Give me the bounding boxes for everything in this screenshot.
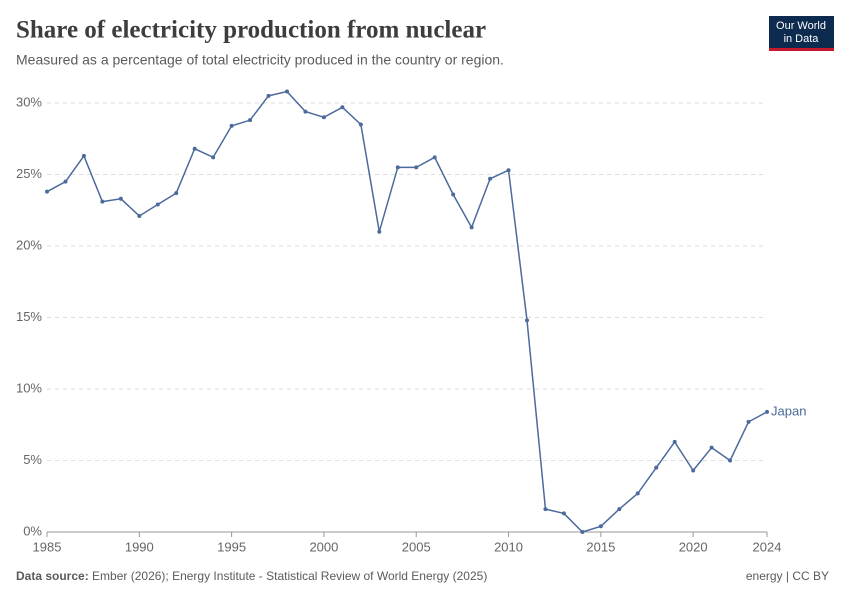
data-point xyxy=(654,465,659,470)
y-tick-label: 30% xyxy=(16,94,42,109)
x-tick-label: 1995 xyxy=(217,539,246,554)
y-tick-label: 25% xyxy=(16,166,42,181)
x-tick-label: 2010 xyxy=(494,539,523,554)
data-point xyxy=(321,115,326,120)
data-point xyxy=(617,507,622,512)
data-point xyxy=(303,109,308,114)
data-point xyxy=(691,468,696,473)
data-point xyxy=(414,165,419,170)
data-point xyxy=(81,153,86,158)
data-point xyxy=(192,146,197,151)
series-label: Japan xyxy=(771,403,806,418)
logo[interactable]: Our World in Data xyxy=(769,16,834,51)
series-line xyxy=(46,90,768,533)
footer-source: Data source: Ember (2026); Energy Instit… xyxy=(16,569,487,583)
y-tick-label: 5% xyxy=(23,452,42,467)
data-point xyxy=(580,530,585,534)
x-tick-label: 2005 xyxy=(402,539,431,554)
data-point xyxy=(174,191,179,196)
data-point xyxy=(285,89,289,94)
y-tick-label: 0% xyxy=(23,523,42,538)
logo-text: Our World xyxy=(776,20,826,32)
data-point xyxy=(358,122,363,127)
data-point xyxy=(728,458,733,463)
data-point xyxy=(469,225,474,230)
data-point xyxy=(525,318,529,323)
x-tick-label: 2015 xyxy=(586,539,615,554)
data-point xyxy=(672,439,677,444)
data-point xyxy=(506,168,511,173)
data-point xyxy=(765,409,769,414)
data-point xyxy=(266,93,271,98)
data-point xyxy=(598,524,603,529)
data-point xyxy=(100,199,105,204)
data-point xyxy=(543,507,548,512)
data-point xyxy=(488,176,493,181)
y-tick-label: 20% xyxy=(16,237,42,252)
data-point xyxy=(229,123,234,128)
data-point xyxy=(561,511,566,516)
source-text: Ember (2026); Energy Institute - Statist… xyxy=(92,569,487,583)
y-tick-label: 10% xyxy=(16,380,42,395)
logo-bar xyxy=(769,48,834,51)
logo-text: in Data xyxy=(784,33,820,45)
data-point xyxy=(709,445,714,450)
x-tick-label: 2024 xyxy=(753,539,782,554)
data-point xyxy=(118,196,123,201)
data-point xyxy=(63,179,68,184)
chart-subtitle: Measured as a percentage of total electr… xyxy=(16,52,504,68)
data-point xyxy=(395,165,400,170)
source-label: Data source: xyxy=(16,569,89,583)
data-point xyxy=(211,155,216,160)
x-tick-label: 2020 xyxy=(679,539,708,554)
x-tick-label: 1990 xyxy=(125,539,154,554)
x-tick-label: 2000 xyxy=(309,539,338,554)
data-point xyxy=(137,213,142,218)
x-tick-label: 1985 xyxy=(33,539,62,554)
data-point xyxy=(432,155,437,160)
data-point xyxy=(746,419,751,424)
data-point xyxy=(248,118,253,123)
footer-license: energy | CC BY xyxy=(746,569,829,583)
data-point xyxy=(45,189,49,194)
y-tick-label: 15% xyxy=(16,309,42,324)
data-point xyxy=(340,105,345,110)
data-point xyxy=(155,202,160,207)
chart-title: Share of electricity production from nuc… xyxy=(16,17,486,44)
logo-box xyxy=(769,16,834,48)
data-point xyxy=(377,229,382,234)
data-point xyxy=(635,491,640,496)
data-point xyxy=(451,192,456,197)
